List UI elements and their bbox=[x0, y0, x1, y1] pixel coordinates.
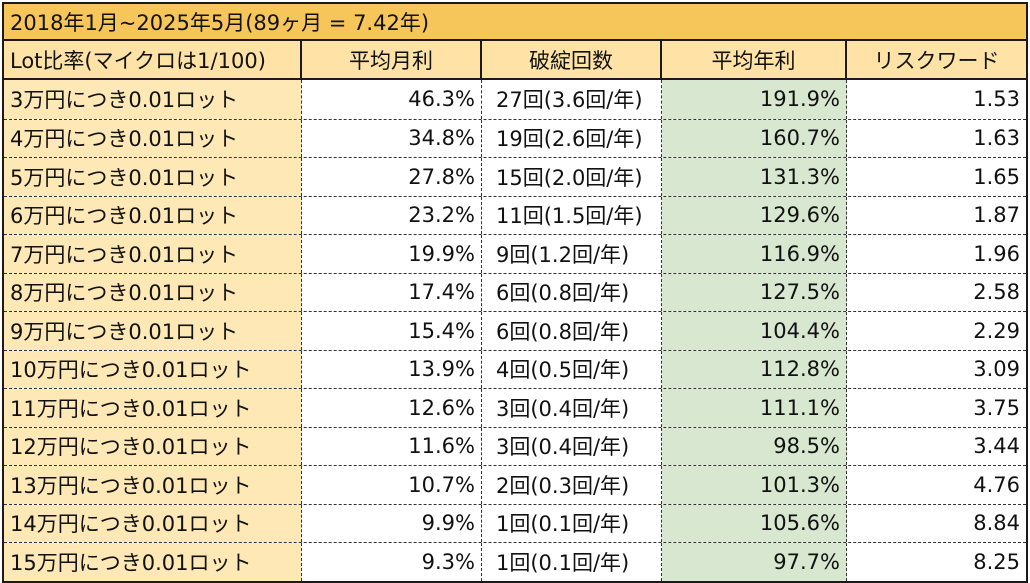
lot-ratio-cell[interactable]: 13万円につき0.01ロット bbox=[4, 466, 302, 504]
avg-monthly-cell[interactable]: 9.3% bbox=[302, 543, 482, 581]
avg-monthly-cell[interactable]: 34.8% bbox=[302, 119, 482, 157]
bust-count-cell[interactable]: 1回(0.1回/年) bbox=[482, 543, 662, 581]
risk-reward-cell[interactable]: 1.63 bbox=[973, 126, 1020, 151]
table-title[interactable]: 2018年1月~2025年5月(89ヶ月 = 7.42年) bbox=[2, 2, 1028, 39]
risk-reward-cell[interactable]: 8.84 bbox=[973, 511, 1020, 536]
risk-reward-cell[interactable]: 1.87 bbox=[973, 203, 1020, 228]
risk-reward-cell[interactable]: 2.58 bbox=[973, 280, 1020, 305]
avg-monthly-cell[interactable]: 17.4% bbox=[302, 273, 482, 311]
bust-count-cell[interactable]: 3回(0.4回/年) bbox=[482, 389, 662, 427]
bust-count-cell[interactable]: 4回(0.5回/年) bbox=[482, 350, 662, 388]
avg-annual-cell[interactable]: 131.3% bbox=[662, 158, 847, 196]
bust-count-cell[interactable]: 9回(1.2回/年) bbox=[482, 235, 662, 273]
risk-reward-cell[interactable]: 3.09 bbox=[973, 357, 1020, 382]
results-table: Lot比率(マイクロは1/100) 平均月利 破綻回数 平均年利 リスクワード … bbox=[2, 39, 1028, 583]
lot-ratio-cell[interactable]: 11万円につき0.01ロット bbox=[4, 389, 302, 427]
avg-monthly-cell[interactable]: 46.3% bbox=[302, 80, 482, 119]
risk-reward-cell[interactable]: 1.53 bbox=[973, 87, 1020, 112]
bust-count-cell[interactable]: 6回(0.8回/年) bbox=[482, 273, 662, 311]
header-bust-count[interactable]: 破綻回数 bbox=[482, 41, 662, 78]
bust-count-cell[interactable]: 3回(0.4回/年) bbox=[482, 427, 662, 465]
lot-ratio-cell[interactable]: 9万円につき0.01ロット bbox=[4, 312, 302, 350]
risk-reward-cell[interactable]: 3.44 bbox=[973, 434, 1020, 459]
avg-annual-cell[interactable]: 191.9% bbox=[662, 80, 847, 119]
avg-monthly-cell[interactable]: 23.2% bbox=[302, 196, 482, 234]
risk-reward-cell[interactable]: 1.65 bbox=[973, 164, 1020, 189]
header-risk-reward[interactable]: リスクワード bbox=[847, 41, 1026, 78]
lot-ratio-cell[interactable]: 3万円につき0.01ロット bbox=[4, 80, 302, 119]
risk-reward-cell[interactable]: 8.25 bbox=[973, 549, 1020, 574]
bust-count-cell[interactable]: 2回(0.3回/年) bbox=[482, 466, 662, 504]
risk-reward-cell[interactable]: 4.76 bbox=[973, 472, 1020, 497]
risk-reward-cell[interactable]: 1.96 bbox=[973, 241, 1020, 266]
header-avg-monthly[interactable]: 平均月利 bbox=[302, 41, 482, 78]
lot-ratio-cell[interactable]: 14万円につき0.01ロット bbox=[4, 504, 302, 542]
lot-ratio-cell[interactable]: 4万円につき0.01ロット bbox=[4, 119, 302, 157]
table-row: 11万円につき0.01ロット 12.6% 3回(0.4回/年) 111.1% 3… bbox=[4, 388, 1026, 427]
avg-annual-cell[interactable]: 129.6% bbox=[662, 196, 847, 234]
avg-monthly-cell[interactable]: 19.9% bbox=[302, 235, 482, 273]
avg-monthly-cell[interactable]: 11.6% bbox=[302, 427, 482, 465]
table-row: 9万円につき0.01ロット 15.4% 6回(0.8回/年) 104.4% 2.… bbox=[4, 311, 1026, 350]
risk-reward-cell[interactable]: 2.29 bbox=[973, 318, 1020, 343]
avg-annual-cell[interactable]: 112.8% bbox=[662, 350, 847, 388]
avg-annual-cell[interactable]: 127.5% bbox=[662, 273, 847, 311]
table-row: 6万円につき0.01ロット 23.2% 11回(1.5回/年) 129.6% 1… bbox=[4, 195, 1026, 234]
table-row: 12万円につき0.01ロット 11.6% 3回(0.4回/年) 98.5% 3.… bbox=[4, 426, 1026, 465]
avg-annual-cell[interactable]: 98.5% bbox=[662, 427, 847, 465]
lot-ratio-cell[interactable]: 8万円につき0.01ロット bbox=[4, 273, 302, 311]
avg-annual-cell[interactable]: 97.7% bbox=[662, 543, 847, 581]
table-row: 3万円につき0.01ロット 46.3% 27回(3.6回/年) 191.9% 1… bbox=[4, 80, 1026, 119]
table-row: 4万円につき0.01ロット 34.8% 19回(2.6回/年) 160.7% 1… bbox=[4, 118, 1026, 157]
risk-reward-cell[interactable]: 3.75 bbox=[973, 395, 1020, 420]
lot-ratio-cell[interactable]: 15万円につき0.01ロット bbox=[4, 543, 302, 581]
avg-annual-cell[interactable]: 160.7% bbox=[662, 119, 847, 157]
lot-ratio-cell[interactable]: 12万円につき0.01ロット bbox=[4, 427, 302, 465]
table-row: 10万円につき0.01ロット 13.9% 4回(0.5回/年) 112.8% 3… bbox=[4, 349, 1026, 388]
avg-monthly-cell[interactable]: 9.9% bbox=[302, 504, 482, 542]
table-row: 5万円につき0.01ロット 27.8% 15回(2.0回/年) 131.3% 1… bbox=[4, 157, 1026, 196]
lot-ratio-cell[interactable]: 10万円につき0.01ロット bbox=[4, 350, 302, 388]
avg-monthly-cell[interactable]: 27.8% bbox=[302, 158, 482, 196]
bust-count-cell[interactable]: 11回(1.5回/年) bbox=[482, 196, 662, 234]
avg-monthly-cell[interactable]: 10.7% bbox=[302, 466, 482, 504]
avg-annual-cell[interactable]: 101.3% bbox=[662, 466, 847, 504]
table-row: 13万円につき0.01ロット 10.7% 2回(0.3回/年) 101.3% 4… bbox=[4, 465, 1026, 504]
avg-monthly-cell[interactable]: 12.6% bbox=[302, 389, 482, 427]
table-row: 7万円につき0.01ロット 19.9% 9回(1.2回/年) 116.9% 1.… bbox=[4, 234, 1026, 273]
header-lot-ratio[interactable]: Lot比率(マイクロは1/100) bbox=[4, 41, 302, 78]
avg-annual-cell[interactable]: 104.4% bbox=[662, 312, 847, 350]
header-row: Lot比率(マイクロは1/100) 平均月利 破綻回数 平均年利 リスクワード bbox=[4, 39, 1026, 80]
avg-monthly-cell[interactable]: 15.4% bbox=[302, 312, 482, 350]
avg-annual-cell[interactable]: 116.9% bbox=[662, 235, 847, 273]
avg-annual-cell[interactable]: 105.6% bbox=[662, 504, 847, 542]
lot-ratio-cell[interactable]: 7万円につき0.01ロット bbox=[4, 235, 302, 273]
table-row: 8万円につき0.01ロット 17.4% 6回(0.8回/年) 127.5% 2.… bbox=[4, 272, 1026, 311]
avg-annual-cell[interactable]: 111.1% bbox=[662, 389, 847, 427]
avg-monthly-cell[interactable]: 13.9% bbox=[302, 350, 482, 388]
table-row: 15万円につき0.01ロット 9.3% 1回(0.1回/年) 97.7% 8.2… bbox=[4, 542, 1026, 581]
lot-ratio-cell[interactable]: 5万円につき0.01ロット bbox=[4, 158, 302, 196]
bust-count-cell[interactable]: 15回(2.0回/年) bbox=[482, 158, 662, 196]
bust-count-cell[interactable]: 1回(0.1回/年) bbox=[482, 504, 662, 542]
header-avg-annual[interactable]: 平均年利 bbox=[662, 41, 847, 78]
bust-count-cell[interactable]: 6回(0.8回/年) bbox=[482, 312, 662, 350]
bust-count-cell[interactable]: 19回(2.6回/年) bbox=[482, 119, 662, 157]
bust-count-cell[interactable]: 27回(3.6回/年) bbox=[482, 80, 662, 119]
lot-ratio-cell[interactable]: 6万円につき0.01ロット bbox=[4, 196, 302, 234]
table-row: 14万円につき0.01ロット 9.9% 1回(0.1回/年) 105.6% 8.… bbox=[4, 503, 1026, 542]
